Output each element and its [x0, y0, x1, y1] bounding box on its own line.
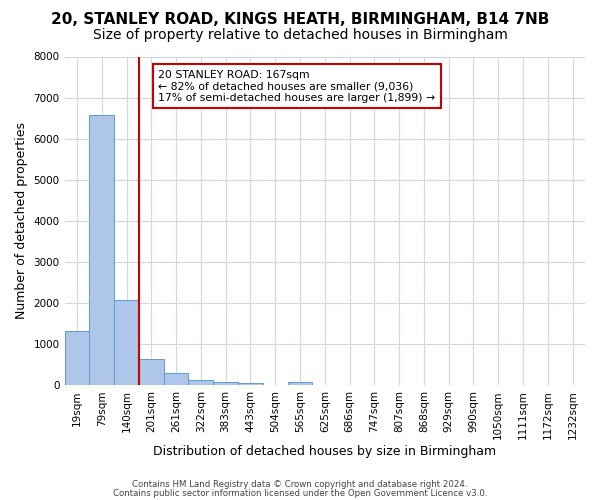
Bar	[287, 382, 313, 386]
Text: 20 STANLEY ROAD: 167sqm
← 82% of detached houses are smaller (9,036)
17% of semi: 20 STANLEY ROAD: 167sqm ← 82% of detache…	[158, 70, 436, 103]
Bar	[238, 383, 263, 386]
Bar	[114, 300, 139, 386]
Bar	[188, 380, 213, 386]
Bar	[65, 331, 89, 386]
Text: 20, STANLEY ROAD, KINGS HEATH, BIRMINGHAM, B14 7NB: 20, STANLEY ROAD, KINGS HEATH, BIRMINGHA…	[51, 12, 549, 28]
X-axis label: Distribution of detached houses by size in Birmingham: Distribution of detached houses by size …	[153, 444, 496, 458]
Bar	[139, 358, 164, 386]
Text: Contains public sector information licensed under the Open Government Licence v3: Contains public sector information licen…	[113, 488, 487, 498]
Text: Contains HM Land Registry data © Crown copyright and database right 2024.: Contains HM Land Registry data © Crown c…	[132, 480, 468, 489]
Y-axis label: Number of detached properties: Number of detached properties	[15, 122, 28, 320]
Text: Size of property relative to detached houses in Birmingham: Size of property relative to detached ho…	[92, 28, 508, 42]
Bar	[164, 374, 188, 386]
Bar	[89, 115, 114, 386]
Bar	[213, 382, 238, 386]
